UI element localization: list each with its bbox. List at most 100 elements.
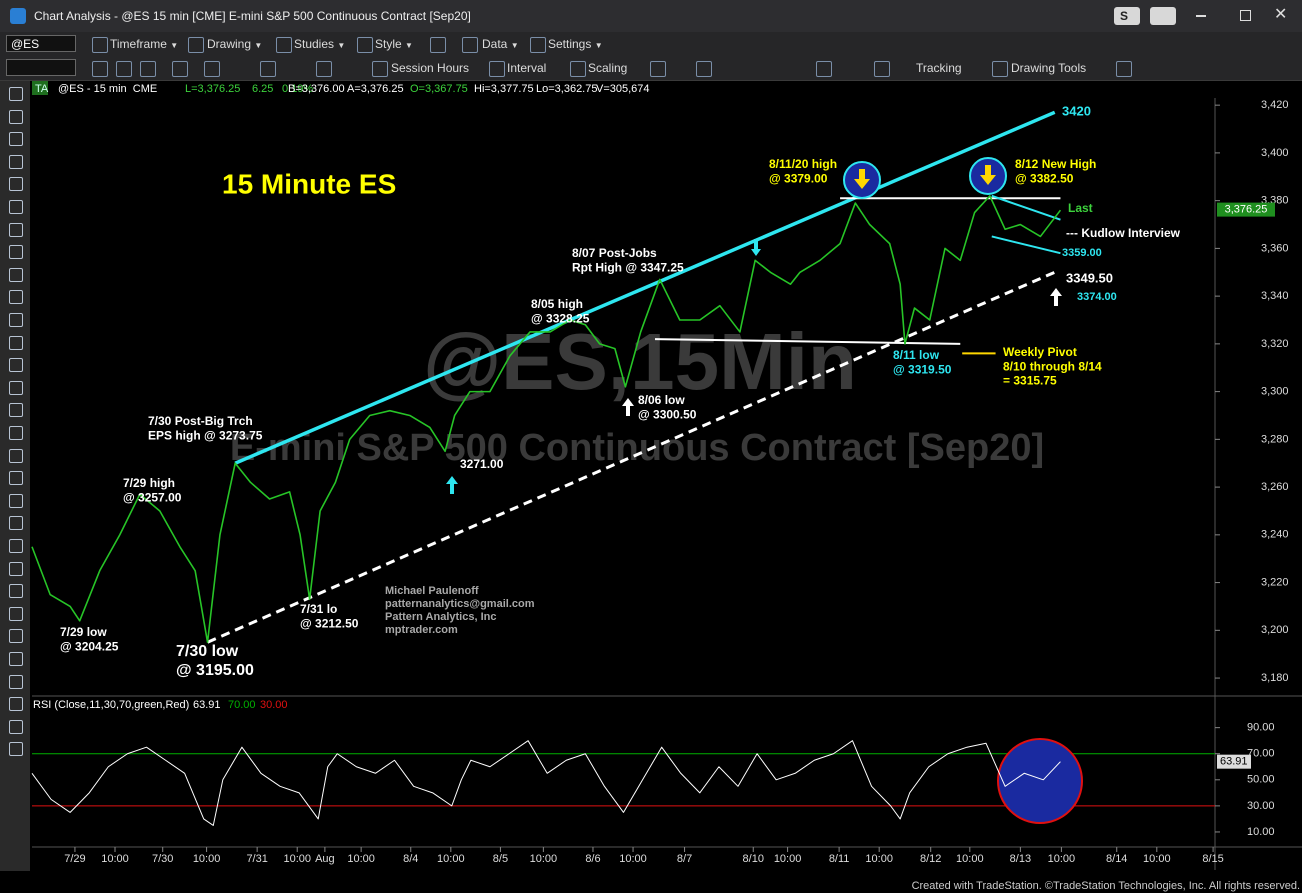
toolbar-item[interactable]: Timeframe ▼: [110, 37, 179, 51]
tool-icon[interactable]: [9, 652, 23, 666]
icon[interactable]: [462, 37, 478, 53]
tool-icon[interactable]: [9, 87, 23, 101]
trendline: [654, 338, 961, 345]
toolbar-item[interactable]: Data ▼: [482, 37, 519, 51]
tool-icon[interactable]: [9, 245, 23, 260]
icon[interactable]: [372, 61, 388, 77]
icon[interactable]: [92, 61, 108, 77]
quote-item: O=3,367.75: [410, 83, 468, 95]
tool-icon[interactable]: [9, 493, 23, 508]
tool-icon[interactable]: [9, 629, 23, 644]
highlight-circle: [997, 738, 1083, 824]
x-tick-label: 10:00: [193, 853, 221, 865]
toolbar-item[interactable]: Interval: [507, 61, 547, 75]
icon[interactable]: [816, 61, 832, 77]
tool-icon[interactable]: [9, 267, 23, 282]
icon[interactable]: [316, 61, 332, 77]
icon[interactable]: [188, 37, 204, 53]
icon[interactable]: [276, 37, 292, 53]
y-tick-label: 50.00: [1247, 774, 1275, 786]
tool-icon[interactable]: [9, 335, 23, 350]
tool-icon[interactable]: [9, 290, 23, 305]
tool-icon[interactable]: [9, 584, 23, 599]
annotation: 3359.00: [1062, 247, 1102, 259]
icon[interactable]: [489, 61, 505, 77]
arrow: [751, 239, 761, 256]
tool-icon[interactable]: [9, 222, 23, 237]
icon[interactable]: [204, 61, 220, 77]
tool-icon[interactable]: [9, 200, 23, 214]
x-tick-label: Aug: [315, 853, 335, 865]
toolbar-item[interactable]: Tracking: [916, 61, 962, 75]
annotation: 7/29 high: [123, 476, 175, 490]
tool-icon[interactable]: [9, 539, 23, 553]
tool-icon[interactable]: [9, 358, 23, 373]
x-tick-label: 10:00: [1048, 853, 1076, 865]
icon[interactable]: [172, 61, 188, 77]
toolbar-item[interactable]: Session Hours: [391, 61, 470, 75]
icon[interactable]: [1116, 61, 1132, 77]
caret: ▼: [254, 41, 263, 50]
tool-icon[interactable]: [9, 109, 23, 124]
icon[interactable]: [650, 61, 666, 77]
quote-item: A=3,376.25: [347, 83, 404, 95]
toolbar-item[interactable]: Drawing Tools: [1011, 61, 1087, 75]
tool-icon[interactable]: [9, 516, 23, 531]
close[interactable]: ✕: [1274, 6, 1288, 23]
toolbar-item[interactable]: Settings ▼: [548, 37, 603, 51]
icon[interactable]: [696, 61, 712, 77]
tool-icon[interactable]: [9, 471, 23, 486]
tool-icon[interactable]: [9, 674, 23, 689]
annotation: @ 3300.50: [638, 407, 697, 421]
tool-icon[interactable]: [9, 697, 23, 712]
x-tick-label: 8/7: [677, 853, 692, 865]
icon[interactable]: [357, 37, 373, 53]
annotation: @ 3195.00: [176, 662, 254, 679]
icon[interactable]: [430, 37, 446, 53]
maximize[interactable]: [1240, 10, 1251, 21]
window-button[interactable]: S: [1114, 7, 1140, 25]
icon[interactable]: [530, 37, 546, 53]
caret: ▼: [337, 41, 346, 50]
tool-icon[interactable]: [9, 132, 23, 147]
tool-icon[interactable]: [9, 606, 23, 621]
tool-icon[interactable]: [9, 426, 23, 440]
interval-box[interactable]: [6, 59, 76, 76]
x-tick-label: 8/6: [585, 853, 600, 865]
tool-icon[interactable]: [9, 154, 23, 169]
icon[interactable]: [992, 61, 1008, 77]
tool-icon[interactable]: [9, 448, 23, 463]
icon[interactable]: [92, 37, 108, 53]
trendline: [991, 235, 1061, 255]
tool-icon[interactable]: [9, 177, 23, 192]
window-button[interactable]: [1150, 7, 1176, 25]
tool-icon[interactable]: [9, 719, 23, 734]
tool-icon[interactable]: [9, 403, 23, 418]
annotation: 3420: [1062, 103, 1091, 118]
level-label: 30.00: [260, 699, 288, 711]
icon[interactable]: [570, 61, 586, 77]
quote-item: B=3,376.00: [288, 83, 345, 95]
tool-icon[interactable]: [9, 742, 23, 757]
minimize[interactable]: [1196, 15, 1206, 17]
toolbar-item[interactable]: Style ▼: [375, 37, 413, 51]
rsi-value: 63.91: [193, 699, 221, 711]
icon[interactable]: [140, 61, 156, 77]
toolbar-item[interactable]: Scaling: [588, 61, 628, 75]
tool-icon[interactable]: [9, 313, 23, 327]
annotation: 7/29 low: [60, 625, 107, 639]
caret: ▼: [405, 41, 413, 50]
icon[interactable]: [116, 61, 132, 77]
icon[interactable]: [874, 61, 890, 77]
tool-icon[interactable]: [9, 380, 23, 395]
icon[interactable]: [260, 61, 276, 77]
toolbar-item[interactable]: Drawing ▼: [207, 37, 263, 51]
tool-icon[interactable]: [9, 561, 23, 576]
toolbar: @ES Timeframe ▼ Drawing ▼ Studies ▼ Styl…: [0, 32, 1302, 56]
x-tick-label: 10:00: [1143, 853, 1171, 865]
y-tick-label: 3,400: [1261, 147, 1289, 159]
symbol-box[interactable]: @ES: [6, 35, 76, 52]
toolbar-item[interactable]: Studies ▼: [294, 37, 346, 51]
x-tick-label: 10:00: [101, 853, 129, 865]
